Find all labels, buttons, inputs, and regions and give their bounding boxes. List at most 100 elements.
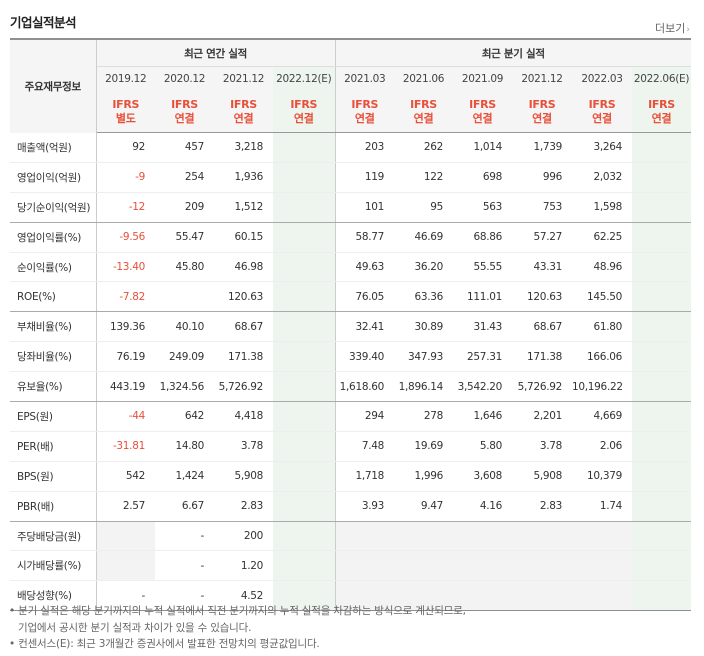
value-cell: [273, 550, 336, 582]
metric-label: 영업이익(억원): [10, 162, 97, 193]
value-cell: [632, 281, 691, 313]
value-cell: 2.57: [96, 491, 155, 522]
value-cell: 698: [453, 162, 512, 193]
value-cell: [273, 132, 336, 163]
quarter-period-header: 2021.03: [335, 66, 394, 91]
value-cell: 278: [394, 401, 453, 432]
value-cell: 1,646: [453, 401, 512, 432]
value-cell: 1.74: [572, 491, 632, 522]
value-cell: 1,936: [214, 162, 273, 193]
value-cell: 3.78: [512, 431, 572, 462]
value-cell: 1,618.60: [335, 371, 394, 403]
value-cell: 1,598: [572, 192, 632, 223]
value-cell: -13.40: [96, 252, 155, 283]
value-cell: 119: [335, 162, 394, 193]
value-cell: 166.06: [572, 341, 632, 373]
accounting-basis-header: IFRS 연결: [155, 91, 214, 133]
value-cell: [273, 580, 336, 612]
footnotes: • 분기 실적은 해당 분기까지의 누적 실적에서 직전 분기까지의 누적 실적…: [9, 603, 466, 653]
metric-label: PBR(배): [10, 491, 97, 522]
value-cell: -7.82: [96, 281, 155, 313]
consolidation-label: 연결: [354, 111, 375, 125]
value-cell: [632, 461, 691, 492]
value-cell: 254: [155, 162, 214, 193]
value-cell: -12: [96, 192, 155, 223]
value-cell: [632, 580, 691, 612]
ifrs-label: IFRS: [112, 97, 140, 111]
value-cell: 145.50: [572, 281, 632, 313]
value-cell: [394, 580, 453, 612]
value-cell: 1,424: [155, 461, 214, 492]
ifrs-label: IFRS: [351, 97, 379, 111]
value-cell: 68.67: [512, 311, 572, 343]
value-cell: 642: [155, 401, 214, 432]
ifrs-label: IFRS: [588, 97, 616, 111]
value-cell: [632, 222, 691, 253]
value-cell: 9.47: [394, 491, 453, 522]
value-cell: [273, 341, 336, 373]
table-row: BPS(원) 542 1,424 5,908 1,718 1,996 3,608 5,908 1…: [10, 461, 691, 492]
value-cell: 262: [394, 132, 453, 163]
value-cell: [273, 162, 336, 193]
value-cell: [273, 371, 336, 403]
value-cell: [273, 192, 336, 223]
value-cell: 95: [394, 192, 453, 223]
value-cell: -31.81: [96, 431, 155, 462]
value-cell: [632, 491, 691, 522]
accounting-basis-header: IFRS 연결: [273, 91, 336, 133]
quarter-period-header: 2021.09: [453, 66, 512, 91]
value-cell: 2.83: [214, 491, 273, 522]
value-cell: [96, 521, 155, 552]
value-cell: 14.80: [155, 431, 214, 462]
metric-label: 매출액(억원): [10, 132, 97, 163]
value-cell: 1,512: [214, 192, 273, 223]
table-row: 매출액(억원) 92 457 3,218 203 262 1,014 1,739 3,264: [10, 132, 691, 163]
value-cell: 31.43: [453, 311, 512, 343]
value-cell: [335, 550, 394, 582]
value-cell: 542: [96, 461, 155, 492]
consolidation-label: 연결: [293, 111, 314, 125]
value-cell: 120.63: [214, 281, 273, 313]
metric-label: 주당배당금(원): [10, 521, 97, 552]
accounting-basis-header: IFRS 연결: [512, 91, 572, 133]
consolidation-label: 연결: [651, 111, 672, 125]
table-row: 유보율(%) 443.19 1,324.56 5,726.92 1,618.60 1,89…: [10, 371, 691, 403]
metric-label: 배당성향(%): [10, 580, 97, 612]
value-cell: [273, 311, 336, 343]
table-row: 배당성향(%) - -4.52: [10, 580, 691, 612]
ifrs-label: IFRS: [171, 97, 198, 111]
value-cell: [273, 401, 336, 432]
value-cell: 996: [512, 162, 572, 193]
metric-label: PER(배): [10, 431, 97, 462]
value-cell: -9: [96, 162, 155, 193]
value-cell: 111.01: [453, 281, 512, 313]
more-link[interactable]: 더보기›: [655, 20, 690, 36]
value-cell: [273, 521, 336, 552]
value-cell: 5.80: [453, 431, 512, 462]
metric-label: 시가배당률(%): [10, 550, 97, 582]
value-cell: [453, 550, 512, 582]
value-cell: 3,542.20: [453, 371, 512, 403]
value-cell: 6.67: [155, 491, 214, 522]
value-cell: 32.41: [335, 311, 394, 343]
value-cell: [632, 371, 691, 403]
metric-label: 영업이익률(%): [10, 222, 97, 253]
value-cell: 4,669: [572, 401, 632, 432]
value-cell: [632, 550, 691, 582]
value-cell: [273, 281, 336, 313]
ifrs-label: IFRS: [410, 97, 437, 111]
value-cell: 294: [335, 401, 394, 432]
value-cell: -: [96, 580, 155, 612]
metric-label: 당기순이익(억원): [10, 192, 97, 223]
value-cell: 5,726.92: [512, 371, 572, 403]
annual-group-header: 최근 연간 실적: [96, 38, 336, 67]
value-cell: 339.40: [335, 341, 394, 373]
value-cell: [335, 521, 394, 552]
table-row: 당좌비율(%) 76.19 249.09 171.38 339.40 347.93 257.…: [10, 341, 691, 373]
consolidation-label: 별도: [115, 111, 136, 125]
value-cell: 249.09: [155, 341, 214, 373]
value-cell: -: [155, 521, 214, 552]
table-row: ROE(%) -7.82 120.63 76.05 63.36 111.01 120.63 1…: [10, 281, 691, 313]
table-row: 영업이익률(%) -9.56 55.47 60.15 58.77 46.69 68.86 57…: [10, 222, 691, 253]
value-cell: [632, 431, 691, 462]
